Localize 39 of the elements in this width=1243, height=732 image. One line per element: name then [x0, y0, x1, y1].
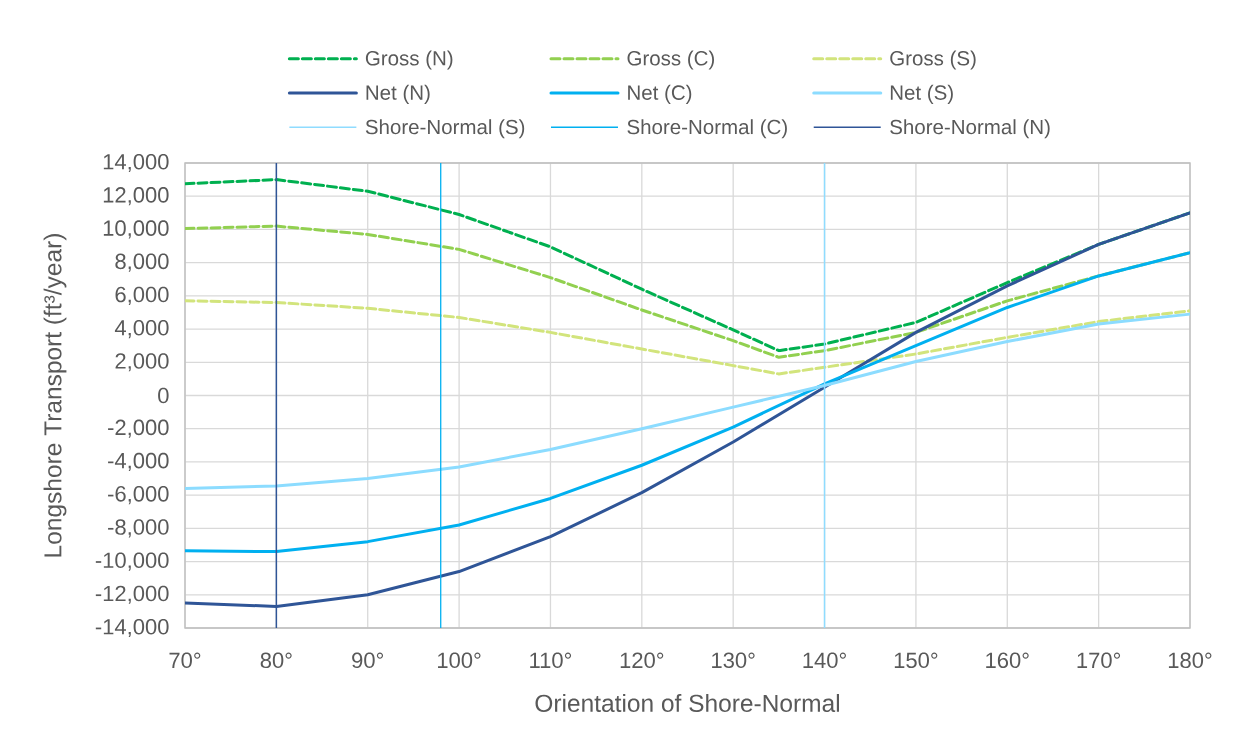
x-tick-label: 90° — [352, 652, 384, 669]
y-axis-title: Longshore Transport (ft³/year) — [43, 234, 67, 557]
y-tick-label: 0 — [158, 387, 169, 404]
x-tick-label: 70° — [169, 652, 201, 669]
line-series — [185, 299, 1191, 376]
y-tick-label: -8,000 — [108, 519, 169, 538]
legend-label: Shore-Normal (S) — [365, 119, 525, 139]
legend-label: Net (N) — [366, 84, 430, 104]
x-tick-label: 180° — [1168, 652, 1212, 669]
y-tick-label: 6,000 — [115, 286, 169, 305]
y-tick-label: 10,000 — [103, 220, 169, 239]
y-tick-label: -2,000 — [108, 419, 169, 438]
legend-label: Net (C) — [628, 84, 692, 104]
legend-label: Gross (N) — [365, 50, 453, 70]
x-tick-label: 110° — [530, 652, 572, 669]
legend-label: Shore-Normal (N) — [890, 119, 1050, 139]
x-tick-label: 150° — [894, 652, 938, 669]
x-tick-label: 170° — [1077, 652, 1121, 669]
y-tick-label: -6,000 — [108, 486, 169, 505]
x-tick-label: 80° — [260, 652, 292, 669]
x-tick-label: 120° — [620, 652, 664, 669]
x-axis-title: Orientation of Shore-Normal — [535, 694, 840, 712]
legend-label: Gross (S) — [890, 50, 976, 70]
y-tick-label: -12,000 — [95, 585, 169, 604]
y-tick-label: 4,000 — [114, 319, 169, 339]
x-tick-label: 160° — [986, 652, 1029, 669]
y-tick-label: -4,000 — [108, 452, 169, 472]
legend-label: Net (S) — [890, 84, 953, 104]
x-tick-label: 140° — [803, 652, 846, 669]
y-tick-label: -14,000 — [95, 618, 169, 638]
y-tick-label: 8,000 — [115, 253, 169, 272]
legend-label: Shore-Normal (C) — [627, 119, 787, 139]
legend-label: Gross (C) — [627, 50, 715, 70]
y-tick-label: 2,000 — [115, 353, 169, 372]
y-tick-label: -10,000 — [95, 552, 169, 571]
y-tick-label: 12,000 — [103, 187, 169, 206]
y-tick-label: 14,000 — [103, 153, 169, 173]
x-tick-label: 130° — [712, 652, 755, 669]
x-tick-label: 100° — [438, 652, 481, 669]
